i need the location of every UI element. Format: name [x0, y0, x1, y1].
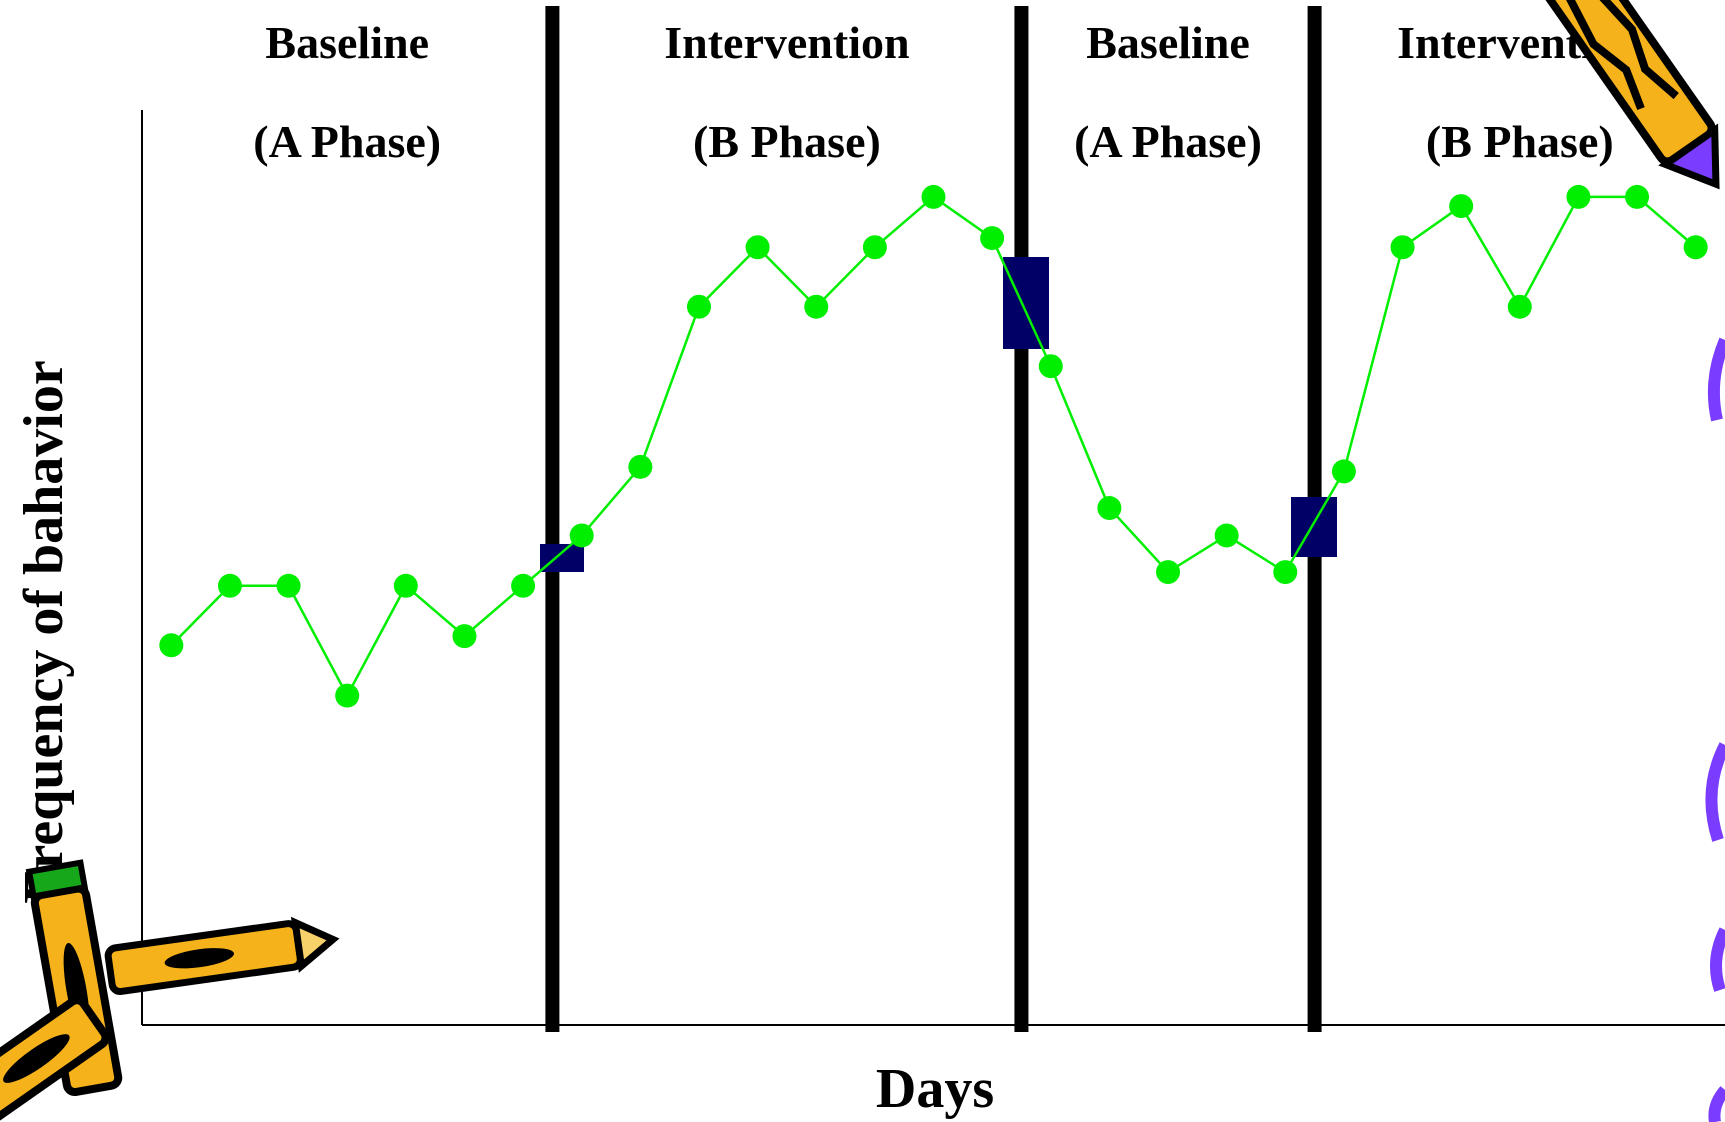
data-point — [1038, 354, 1063, 379]
data-point — [1273, 560, 1298, 585]
data-point — [393, 573, 418, 598]
data-point — [1507, 294, 1532, 319]
data-point — [804, 294, 829, 319]
phase-labels: Baseline (A Phase) Intervention (B Phase) Ba… — [253, 17, 1642, 167]
data-point — [217, 573, 242, 598]
data-point — [1214, 523, 1239, 548]
data-point — [1566, 184, 1591, 209]
phase-title: Baseline — [1086, 17, 1250, 68]
data-point — [628, 454, 653, 479]
series-frequency — [159, 184, 1708, 708]
phase-subtitle: (B Phase) — [693, 116, 881, 167]
marker-block — [1003, 257, 1049, 349]
data-point — [1390, 235, 1415, 260]
y-axis-title: Frequency of bahavior — [13, 360, 75, 903]
phase-title: Intervention — [664, 17, 909, 68]
series-line — [170, 195, 1697, 699]
data-point — [745, 235, 770, 260]
data-point — [1331, 459, 1356, 484]
data-point — [686, 294, 711, 319]
data-point — [452, 624, 477, 649]
data-point — [1683, 235, 1708, 260]
x-axis-title: Days — [876, 1058, 994, 1120]
phase-subtitle: (A Phase) — [1074, 116, 1262, 167]
data-point — [511, 573, 536, 598]
axes — [141, 110, 1725, 1026]
marker-block — [540, 544, 584, 572]
data-point — [569, 523, 594, 548]
pencil-clipart-icon — [0, 859, 340, 1122]
data-point — [159, 633, 184, 658]
phase-subtitle: (B Phase) — [1426, 116, 1614, 167]
data-point — [1156, 560, 1181, 585]
data-point — [276, 573, 301, 598]
data-point — [862, 235, 887, 260]
data-point — [335, 683, 360, 708]
phase-title: Baseline — [265, 17, 429, 68]
data-point — [921, 184, 946, 209]
pencil-clipart-icon — [1532, 0, 1725, 1122]
data-point — [1449, 194, 1474, 219]
data-point — [980, 226, 1005, 251]
data-point — [1097, 496, 1122, 521]
data-point — [1625, 184, 1650, 209]
phase-subtitle: (A Phase) — [253, 116, 441, 167]
